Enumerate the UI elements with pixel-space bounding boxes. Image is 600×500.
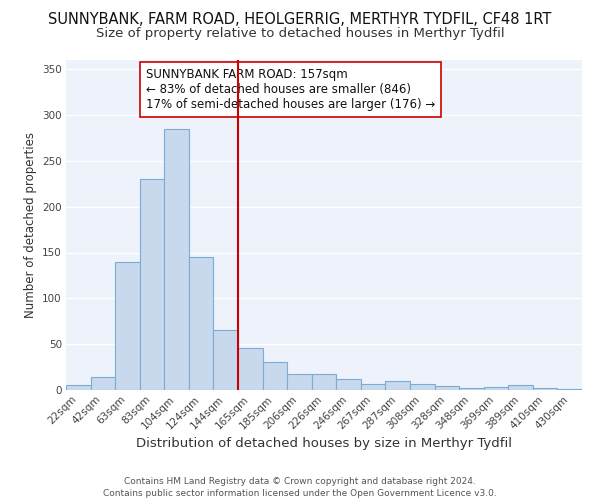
Text: Contains public sector information licensed under the Open Government Licence v3: Contains public sector information licen… (103, 489, 497, 498)
Bar (189, 257, 214, 390)
Bar (140, 179, 164, 390)
Bar (385, 381, 410, 390)
Bar (214, 330, 238, 390)
Text: Size of property relative to detached houses in Merthyr Tydfil: Size of property relative to detached ho… (95, 28, 505, 40)
Bar (287, 374, 312, 390)
Bar (410, 384, 434, 390)
Bar (115, 262, 140, 390)
Bar (533, 388, 557, 390)
Bar (312, 374, 336, 390)
Bar (484, 387, 508, 390)
Bar (164, 128, 189, 390)
Bar (91, 377, 115, 390)
Text: Contains HM Land Registry data © Crown copyright and database right 2024.: Contains HM Land Registry data © Crown c… (124, 478, 476, 486)
Bar (459, 388, 484, 390)
X-axis label: Distribution of detached houses by size in Merthyr Tydfil: Distribution of detached houses by size … (136, 436, 512, 450)
Text: SUNNYBANK FARM ROAD: 157sqm
← 83% of detached houses are smaller (846)
17% of se: SUNNYBANK FARM ROAD: 157sqm ← 83% of det… (146, 68, 435, 112)
Bar (238, 348, 263, 390)
Bar (263, 362, 287, 390)
Bar (66, 386, 91, 390)
Bar (361, 384, 385, 390)
Bar (557, 389, 582, 390)
Y-axis label: Number of detached properties: Number of detached properties (23, 132, 37, 318)
Text: SUNNYBANK, FARM ROAD, HEOLGERRIG, MERTHYR TYDFIL, CF48 1RT: SUNNYBANK, FARM ROAD, HEOLGERRIG, MERTHY… (49, 12, 551, 28)
Bar (434, 386, 459, 390)
Bar (508, 384, 533, 390)
Bar (336, 379, 361, 390)
